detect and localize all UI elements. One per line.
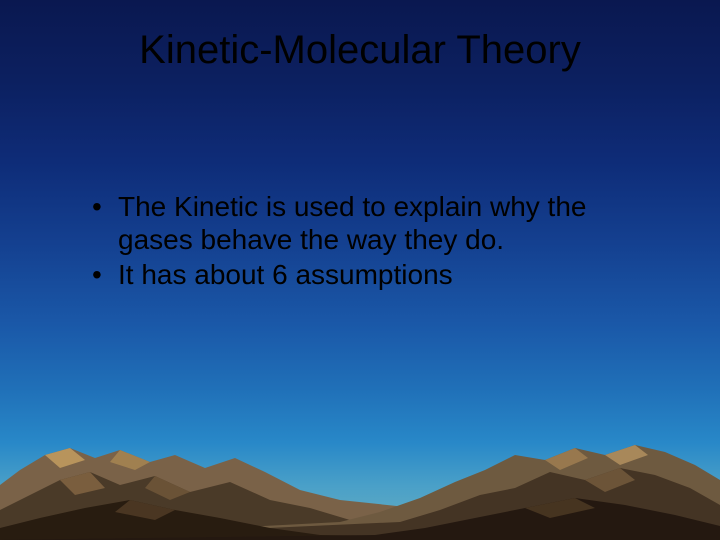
page-title: Kinetic-Molecular Theory [0, 28, 720, 73]
content-area: • The Kinetic is used to explain why the… [90, 190, 660, 293]
bullet-text: The Kinetic is used to explain why the g… [118, 190, 660, 256]
mountain-graphic [0, 400, 720, 540]
bullet-text: It has about 6 assumptions [118, 258, 660, 291]
bullet-icon: • [90, 190, 118, 223]
list-item: • The Kinetic is used to explain why the… [90, 190, 660, 256]
slide: Kinetic-Molecular Theory • The Kinetic i… [0, 0, 720, 540]
bullet-icon: • [90, 258, 118, 291]
list-item: • It has about 6 assumptions [90, 258, 660, 291]
